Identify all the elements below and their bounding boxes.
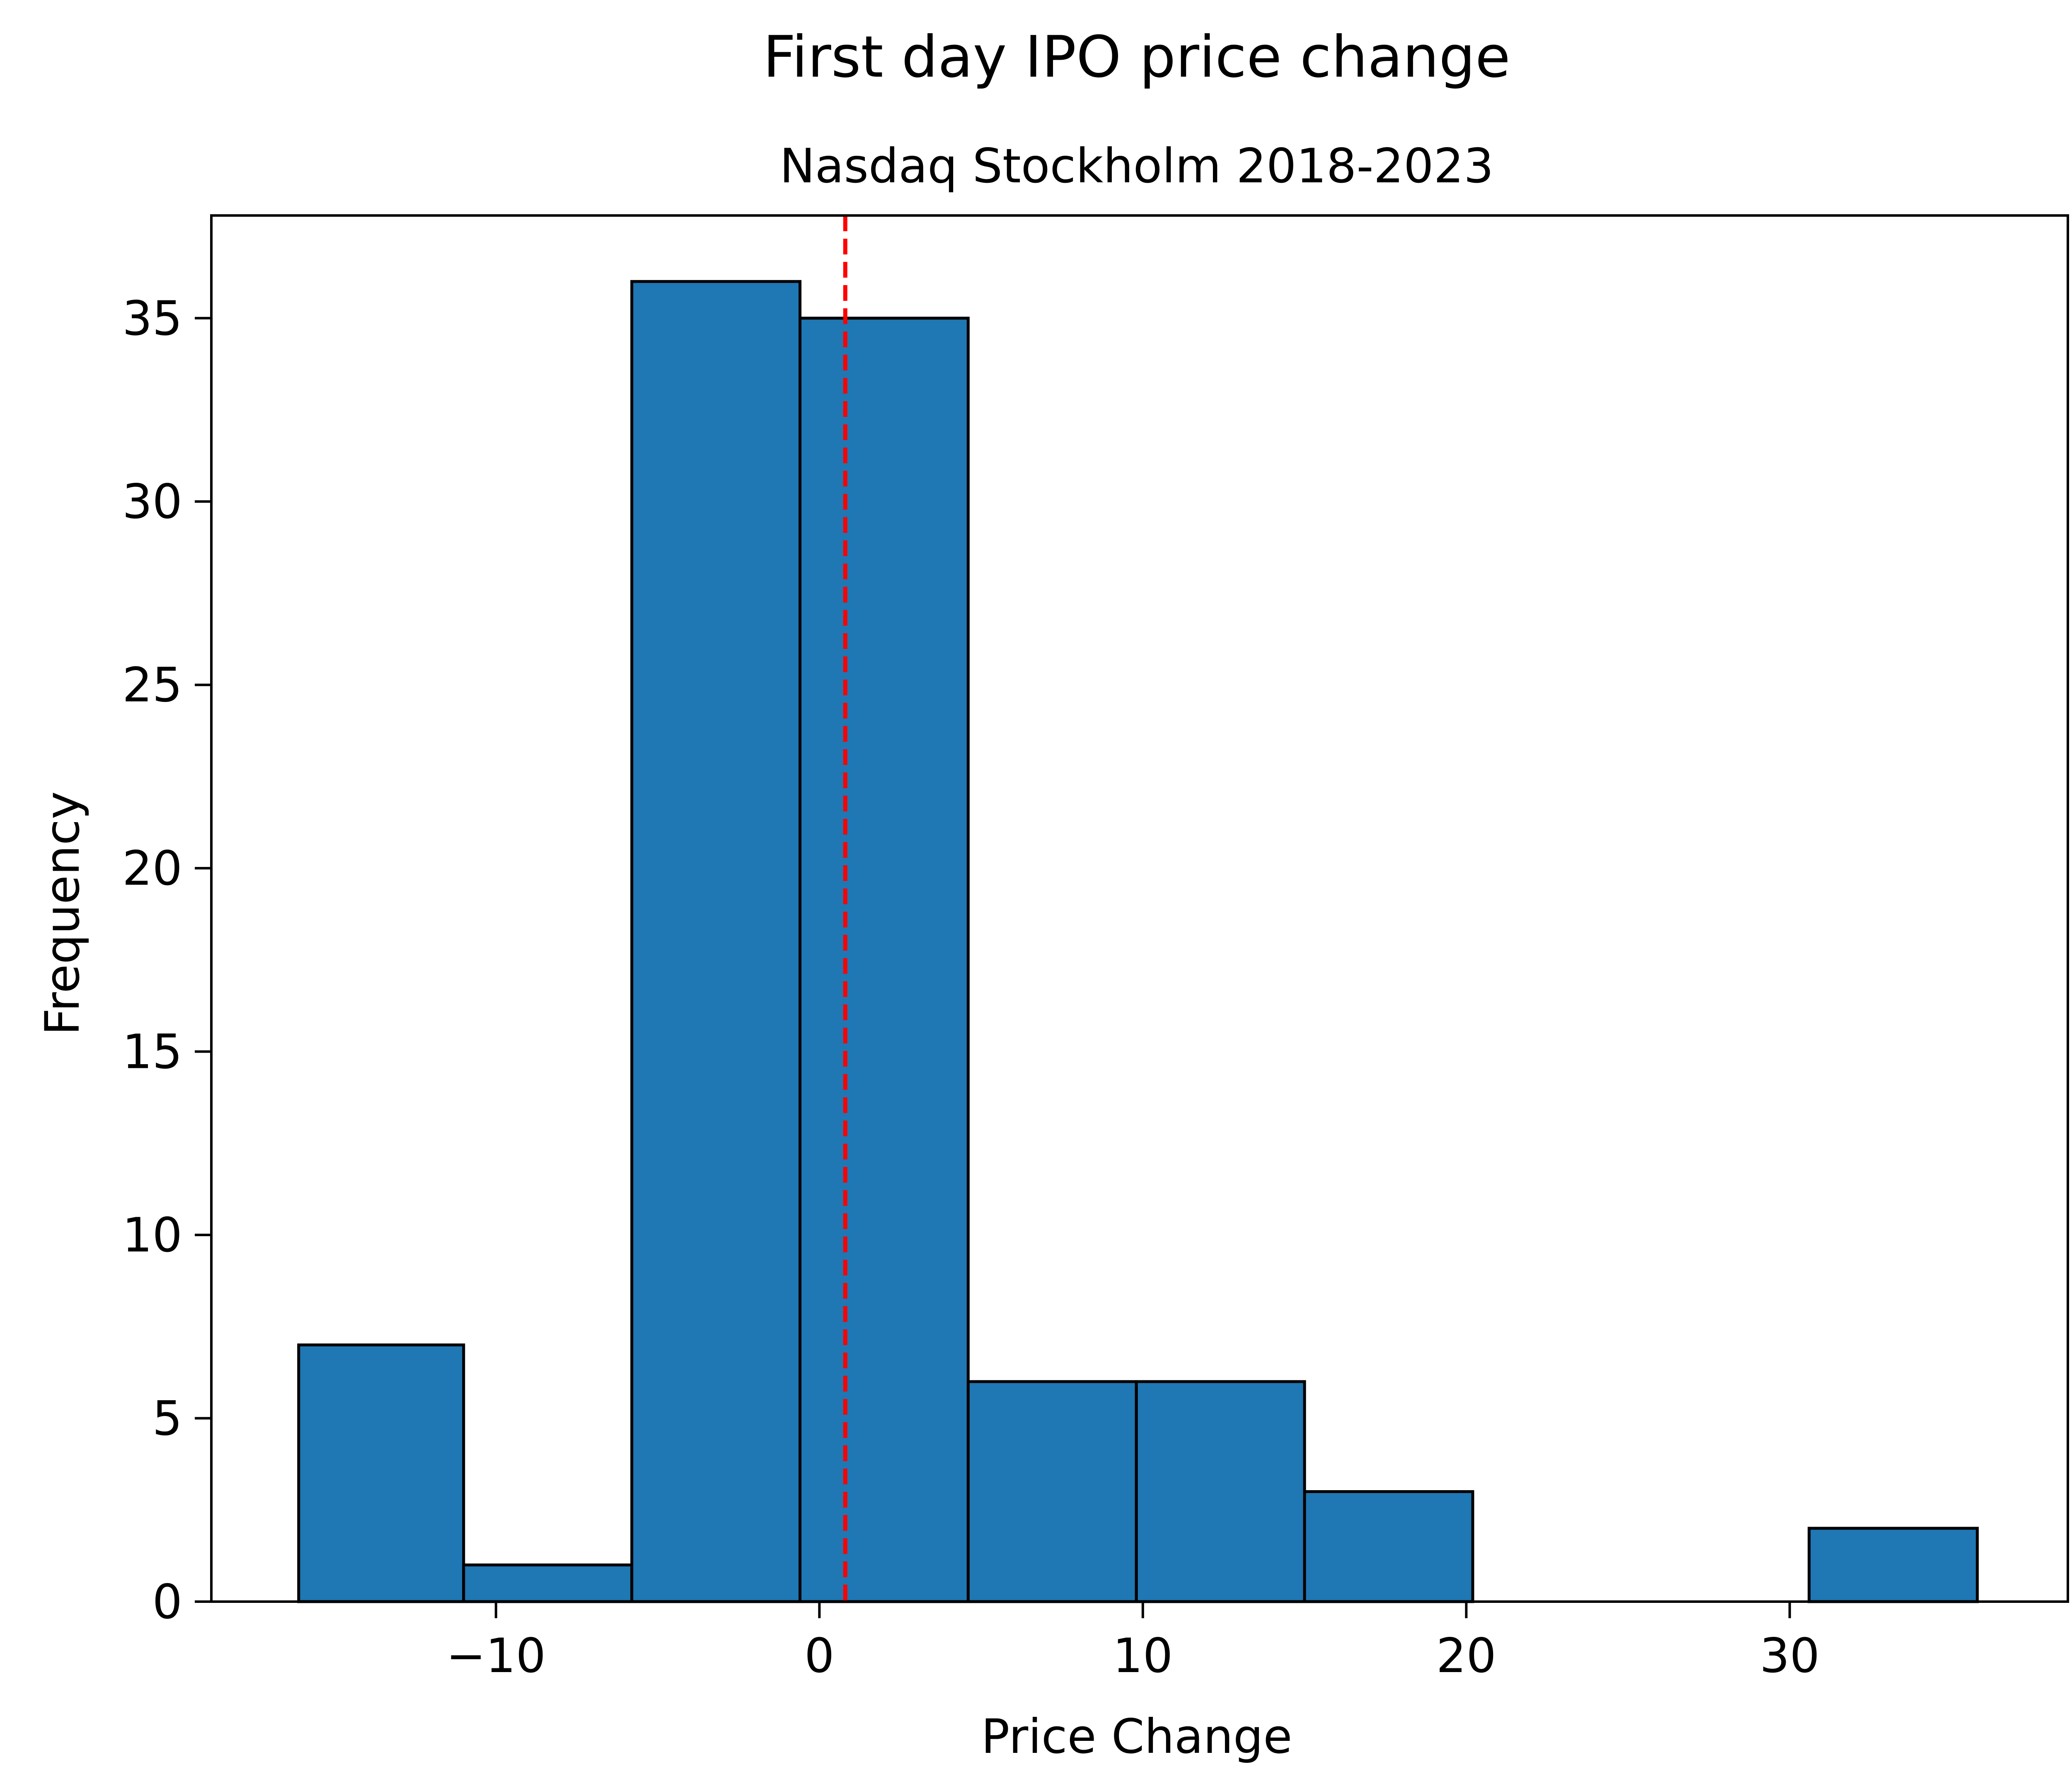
- x-axis-ticks: −10 0 10 20 30: [446, 1602, 1820, 1683]
- histogram-bar-2: [462, 1563, 634, 1603]
- y-axis-label: Frequency: [35, 791, 90, 1036]
- histogram-bar-3: [630, 280, 801, 1603]
- x-tick-label: 10: [1113, 1628, 1173, 1683]
- chart-subtitle: Nasdaq Stockholm 2018-2023: [779, 138, 1493, 194]
- x-tick-label: 30: [1760, 1628, 1820, 1683]
- x-tick-label: 0: [804, 1628, 835, 1683]
- x-axis-label: Price Change: [981, 1709, 1293, 1764]
- histogram-bar-1: [297, 1343, 465, 1603]
- x-tick-label: −10: [446, 1628, 546, 1683]
- x-tick-label: 20: [1436, 1628, 1496, 1683]
- y-tick-label: 20: [122, 841, 182, 896]
- histogram-bar-4: [798, 317, 970, 1603]
- y-tick-label: 35: [122, 291, 182, 346]
- y-axis-ticks: 0 5 10 15 20 25 30 35: [122, 291, 211, 1629]
- histogram-bar-5: [966, 1380, 1138, 1603]
- chart-title: First day IPO price change: [763, 24, 1510, 90]
- bars-group: [297, 280, 1979, 1603]
- y-tick-label: 30: [122, 474, 182, 529]
- plot-frame: [210, 214, 2069, 1603]
- y-tick-label: 25: [122, 658, 182, 713]
- y-tick-label: 5: [152, 1391, 182, 1446]
- y-tick-label: 0: [152, 1574, 182, 1629]
- histogram-bar-10: [1808, 1527, 1979, 1603]
- y-tick-label: 15: [122, 1024, 182, 1079]
- histogram-bar-7: [1303, 1490, 1474, 1603]
- histogram-bar-6: [1135, 1380, 1306, 1603]
- y-tick-label: 10: [122, 1208, 182, 1263]
